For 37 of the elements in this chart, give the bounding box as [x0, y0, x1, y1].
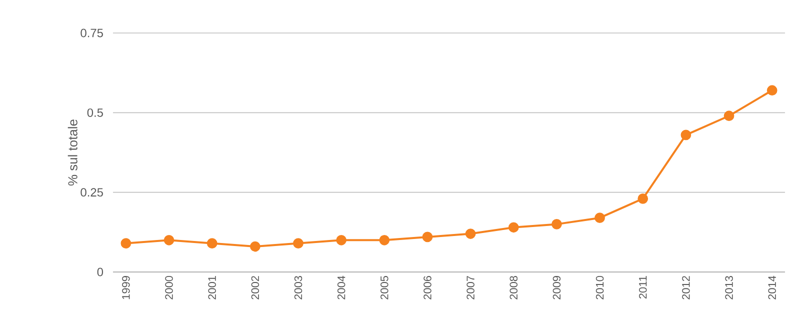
y-tick-label: 0.5: [87, 108, 103, 117]
point: [379, 234, 390, 246]
point: [594, 212, 605, 224]
x-tick-label: 2000: [165, 276, 173, 300]
point: [638, 194, 648, 204]
point: [120, 238, 132, 249]
x-tick-label: 2001: [208, 276, 216, 300]
y-tick-label: 0.75: [80, 28, 103, 38]
point: [422, 232, 433, 242]
point: [724, 110, 734, 122]
x-tick-label: 2012: [682, 276, 690, 300]
point: [336, 234, 346, 246]
x-tick-label: 2009: [552, 276, 561, 300]
point: [293, 238, 304, 249]
x-tick-label: 2007: [466, 276, 474, 300]
x-tick-label: 2013: [725, 276, 733, 300]
x-tick-label: 2004: [337, 276, 346, 300]
point: [164, 234, 174, 246]
x-tick-label: 2003: [294, 276, 302, 300]
point: [250, 241, 260, 252]
point: [552, 219, 562, 230]
x-tick-label: 2005: [380, 276, 388, 300]
point: [465, 228, 476, 239]
y-axis-title: % sul totale: [68, 120, 78, 186]
point: [766, 85, 778, 96]
x-tick-label: 2011: [638, 276, 647, 299]
x-tick-label: 2010: [596, 276, 604, 300]
y-tick-label: 0.25: [80, 188, 103, 197]
point: [680, 130, 692, 140]
x-tick-label: 2008: [510, 276, 518, 300]
x-tick-label: 2006: [424, 276, 432, 300]
x-tick-label: 2002: [251, 276, 260, 300]
y-tick-label: 0: [97, 268, 104, 276]
point: [508, 222, 519, 233]
x-tick-label: 2014: [768, 276, 776, 300]
point: [206, 238, 218, 249]
x-tick-label: 1999: [122, 276, 130, 300]
